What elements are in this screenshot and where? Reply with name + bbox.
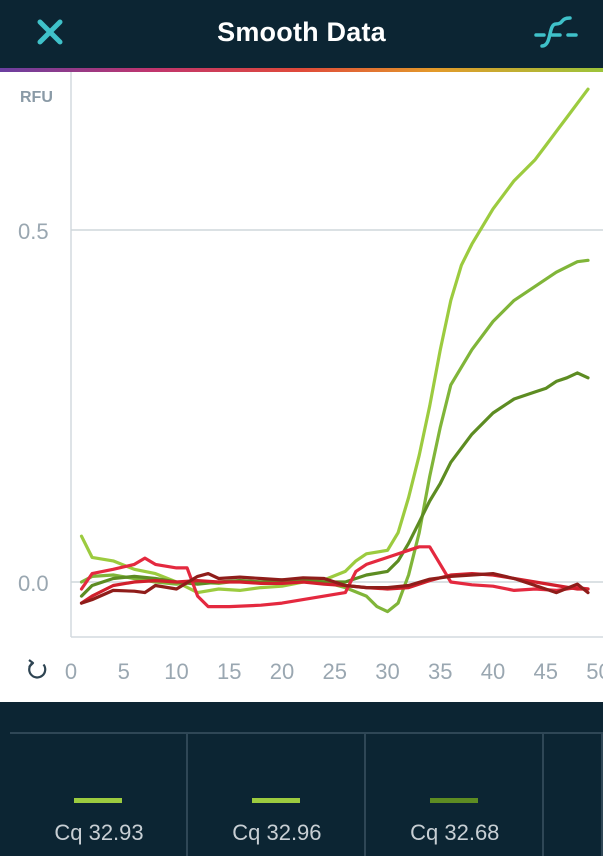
well-item[interactable] (544, 734, 603, 856)
x-tick-label: 15 (217, 659, 241, 684)
series-line-1[interactable] (79, 87, 590, 595)
chart-svg: RFU 0.5 0.0 0 5 10 15 20 25 30 35 40 45 50 (18, 72, 603, 684)
reset-zoom-button[interactable] (28, 659, 47, 679)
well-color-swatch (429, 798, 478, 803)
header-bar: Smooth Data (0, 0, 603, 68)
well-item[interactable]: Cq 32.68 (366, 734, 544, 856)
y-tick-label: 0.0 (18, 571, 49, 596)
x-tick-label: 5 (118, 659, 130, 684)
x-tick-label: 40 (481, 659, 505, 684)
smooth-curve-icon (534, 16, 578, 48)
well-cq-label: Cq 32.96 (232, 820, 322, 845)
well-cq-label: Cq 32.68 (410, 820, 500, 845)
series-line-6[interactable] (79, 572, 590, 605)
wells-list: Cq 32.93 Cq 32.96 Cq 32.68 (10, 734, 603, 856)
series-line-3[interactable] (79, 371, 590, 598)
y-axis-label: RFU (20, 89, 53, 106)
x-tick-label: 35 (428, 659, 452, 684)
close-icon (37, 19, 63, 45)
well-color-swatch (251, 798, 300, 803)
x-tick-label: 30 (375, 659, 399, 684)
refresh-icon (28, 659, 47, 679)
header-accent-stripe (0, 68, 603, 72)
series-line-2[interactable] (79, 258, 590, 614)
x-tick-label: 25 (323, 659, 347, 684)
y-tick-label: 0.5 (18, 219, 49, 244)
well-item[interactable]: Cq 32.96 (188, 734, 366, 856)
series-line-4[interactable] (79, 545, 590, 609)
wells-panel: Cq 32.93 Cq 32.96 Cq 32.68 (0, 702, 603, 856)
smooth-toggle-button[interactable] (532, 10, 580, 54)
x-tick-label: 10 (164, 659, 188, 684)
well-color-swatch (74, 798, 122, 803)
x-tick-label: 50 (586, 659, 603, 684)
x-tick-label: 45 (534, 659, 558, 684)
close-button[interactable] (30, 12, 70, 52)
well-item[interactable]: Cq 32.93 (10, 734, 188, 856)
x-tick-label: 0 (65, 659, 77, 684)
well-cq-label: Cq 32.93 (54, 820, 144, 845)
x-tick-label: 20 (270, 659, 294, 684)
panel-divider (10, 732, 603, 734)
page-title: Smooth Data (217, 17, 386, 47)
amplification-chart: RFU 0.5 0.0 0 5 10 15 20 25 30 35 40 45 50 (0, 72, 603, 702)
